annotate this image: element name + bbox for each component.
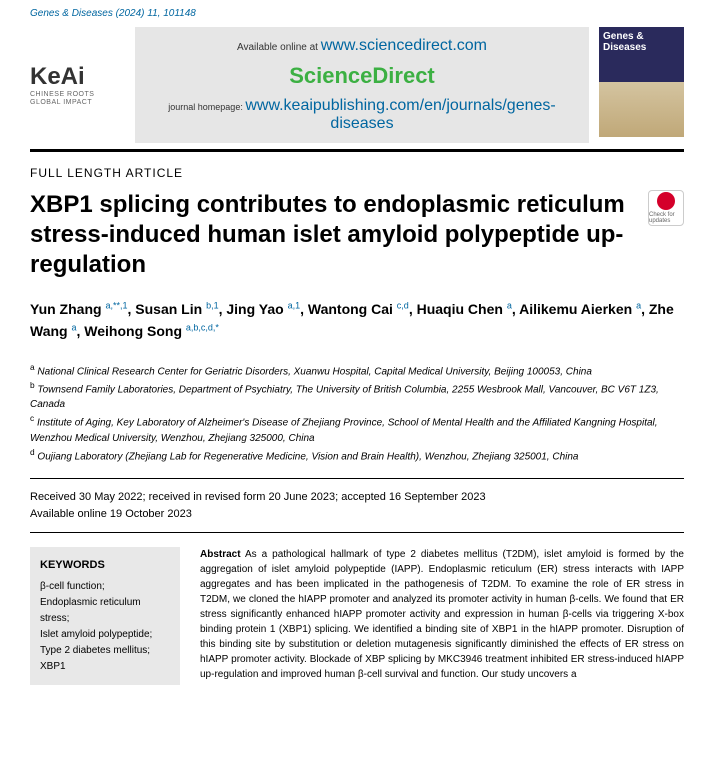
affiliations: a National Clinical Research Center for …: [30, 361, 684, 464]
divider-thin: [30, 478, 684, 479]
cover-image: [599, 82, 684, 137]
sciencedirect-link[interactable]: www.sciencedirect.com: [321, 37, 487, 54]
publisher-logo: KeAi CHINESE ROOTS GLOBAL IMPACT: [30, 27, 125, 143]
journal-citation: Genes & Diseases (2024) 11, 101148: [30, 8, 196, 19]
author: , Weihong Song a,b,c,d,*: [77, 323, 219, 339]
banner: KeAi CHINESE ROOTS GLOBAL IMPACT Availab…: [30, 27, 684, 143]
keai-tagline-1: CHINESE ROOTS: [30, 91, 125, 99]
homepage-line: journal homepage: www.keaipublishing.com…: [145, 97, 579, 133]
article-title: XBP1 splicing contributes to endoplasmic…: [30, 190, 638, 280]
affiliation: a National Clinical Research Center for …: [30, 361, 684, 379]
article-type: FULL LENGTH ARTICLE: [30, 166, 684, 180]
author: , Ailikemu Aierken a: [512, 301, 641, 317]
author: , Huaqiu Chen a: [409, 301, 512, 317]
author: Yun Zhang a,**,1: [30, 301, 127, 317]
banner-center: Available online at www.sciencedirect.co…: [135, 27, 589, 143]
sciencedirect-logo: ScienceDirect: [145, 63, 579, 89]
affiliation: b Townsend Family Laboratories, Departme…: [30, 379, 684, 412]
check-updates-badge[interactable]: Check for updates: [648, 190, 684, 226]
keywords-box: KEYWORDS β-cell function; Endoplasmic re…: [30, 547, 180, 685]
article-dates: Received 30 May 2022; received in revise…: [30, 489, 684, 522]
affiliation: d Oujiang Laboratory (Zhejiang Lab for R…: [30, 446, 684, 464]
affiliation: c Institute of Aging, Key Laboratory of …: [30, 412, 684, 445]
keai-logo-text: KeAi: [30, 63, 125, 91]
online-date: Available online 19 October 2023: [30, 506, 684, 523]
abstract: Abstract As a pathological hallmark of t…: [200, 547, 684, 685]
keywords-title: KEYWORDS: [40, 557, 170, 575]
author: , Jing Yao a,1: [219, 301, 301, 317]
available-online: Available online at www.sciencedirect.co…: [145, 37, 579, 55]
author: , Susan Lin b,1: [127, 301, 218, 317]
homepage-link[interactable]: www.keaipublishing.com/en/journals/genes…: [245, 97, 555, 132]
abstract-label: Abstract: [200, 549, 241, 560]
divider-thin-2: [30, 532, 684, 533]
journal-header: Genes & Diseases (2024) 11, 101148: [30, 0, 684, 27]
abstract-text: As a pathological hallmark of type 2 dia…: [200, 549, 684, 680]
divider-thick: [30, 149, 684, 152]
crossmark-icon: [657, 192, 675, 210]
keywords-list: β-cell function; Endoplasmic reticulum s…: [40, 579, 170, 675]
received-date: Received 30 May 2022; received in revise…: [30, 489, 684, 506]
author: , Wantong Cai c,d: [300, 301, 409, 317]
journal-cover: Genes & Diseases: [599, 27, 684, 137]
author-list: Yun Zhang a,**,1, Susan Lin b,1, Jing Ya…: [30, 298, 684, 343]
keai-tagline-2: GLOBAL IMPACT: [30, 99, 125, 107]
